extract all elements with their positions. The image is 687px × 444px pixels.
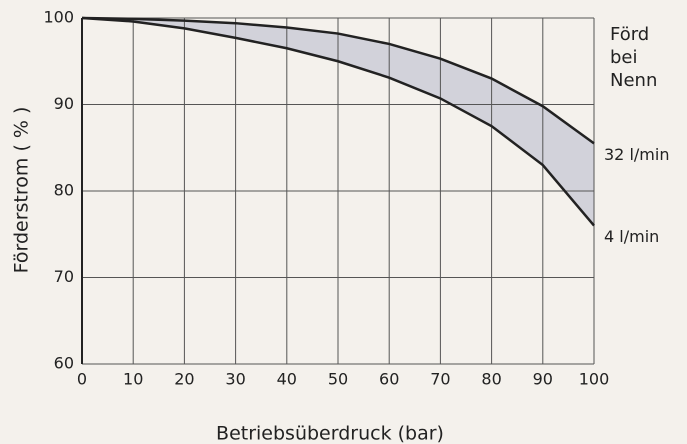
x-tick-label: 30 [225, 370, 245, 389]
x-tick-label: 50 [328, 370, 348, 389]
line [81, 16, 595, 227]
y-tick-label: 70 [54, 267, 74, 286]
y-axis-label: Förderstrom ( % ) [11, 107, 33, 274]
x-tick-label: 90 [533, 370, 553, 389]
legend-label: 4 l/min [604, 227, 659, 246]
x-tick-label: 20 [174, 370, 194, 389]
annotation: Nenn [610, 70, 657, 91]
x-tick-label: 70 [430, 370, 450, 389]
x-tick-label: 10 [123, 370, 143, 389]
annotation: bei [610, 47, 638, 68]
y-tick-label: 80 [54, 181, 74, 200]
y-tick-label: 100 [43, 8, 74, 27]
annotation: Förd [610, 24, 649, 45]
x-tick-label: 0 [77, 370, 87, 389]
x-tick-label: 40 [277, 370, 297, 389]
y-tick-label: 90 [54, 94, 74, 113]
line [81, 16, 595, 145]
x-tick-label: 100 [579, 370, 610, 389]
legend-label: 32 l/min [604, 145, 669, 164]
x-tick-label: 60 [379, 370, 399, 389]
x-tick-label: 80 [481, 370, 501, 389]
x-axis-label: Betriebsüberdruck (bar) [216, 423, 444, 444]
y-tick-label: 60 [54, 354, 74, 373]
